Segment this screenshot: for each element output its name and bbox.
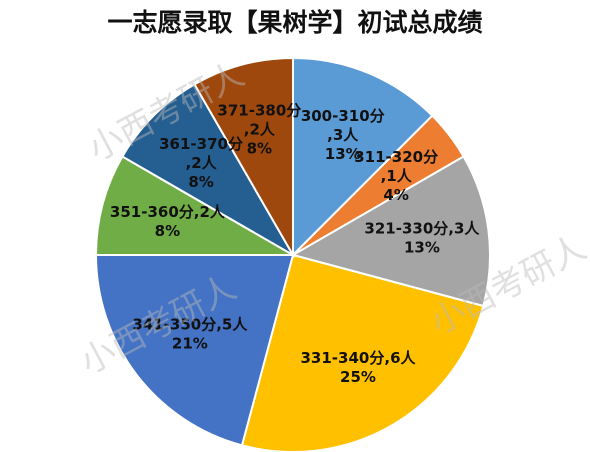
separator: , — [448, 219, 454, 237]
value-label: 3人 — [333, 125, 359, 143]
pie-slice — [240, 253, 485, 452]
separator: , — [384, 349, 390, 367]
category-label: 371-380分 — [217, 101, 301, 119]
share-label: 8% — [247, 139, 272, 157]
pie-slice — [290, 155, 491, 308]
value-label: 2人 — [199, 202, 225, 220]
share-label: 13% — [325, 144, 361, 162]
pie-slice — [94, 155, 297, 256]
value-label: 2人 — [249, 120, 275, 138]
data-label: 341-350分,5人 21% — [132, 315, 248, 352]
data-label: 331-340分,6人 25% — [301, 349, 417, 386]
separator: , — [327, 125, 333, 143]
value-label: 1人 — [386, 166, 412, 184]
data-label: 311-320分,1人 4% — [354, 147, 438, 203]
data-label: 361-370分,2人 8% — [159, 135, 243, 191]
separator: , — [216, 315, 222, 333]
separator: , — [381, 166, 387, 184]
chart-title: 一志愿录取【果树学】初试总成绩 — [107, 8, 482, 37]
value-label: 2人 — [191, 154, 217, 172]
share-label: 25% — [340, 368, 376, 386]
pie-slice — [94, 254, 295, 447]
value-label: 3人 — [454, 219, 480, 237]
value-label: 6人 — [390, 349, 416, 367]
category-label: 331-340分 — [301, 349, 385, 367]
share-label: 21% — [172, 334, 208, 352]
pie-slice — [121, 83, 296, 258]
share-label: 8% — [188, 173, 213, 191]
value-label: 5人 — [222, 315, 248, 333]
separator: , — [194, 202, 200, 220]
share-label: 13% — [404, 238, 440, 256]
pie — [94, 56, 491, 452]
data-label: 351-360分,2人 8% — [110, 202, 226, 239]
category-label: 341-350分 — [132, 315, 216, 333]
share-label: 4% — [383, 185, 408, 203]
data-label: 371-380分,2人 8% — [217, 101, 301, 157]
share-label: 8% — [155, 221, 180, 239]
separator: , — [185, 154, 191, 172]
labels: 300-310分,3人 13%311-320分,1人 4%321-330分,3人 13… — [110, 101, 480, 386]
category-label: 351-360分 — [110, 202, 194, 220]
category-label: 361-370分 — [159, 135, 243, 153]
data-label: 321-330分,3人 13% — [364, 219, 480, 256]
category-label: 321-330分 — [364, 219, 448, 237]
pie-slice — [292, 56, 434, 258]
data-label: 300-310分,3人 13% — [301, 106, 385, 162]
separator: , — [244, 120, 250, 138]
category-label: 300-310分 — [301, 106, 385, 124]
category-label: 311-320分 — [354, 147, 438, 165]
pie-slice — [193, 56, 294, 259]
